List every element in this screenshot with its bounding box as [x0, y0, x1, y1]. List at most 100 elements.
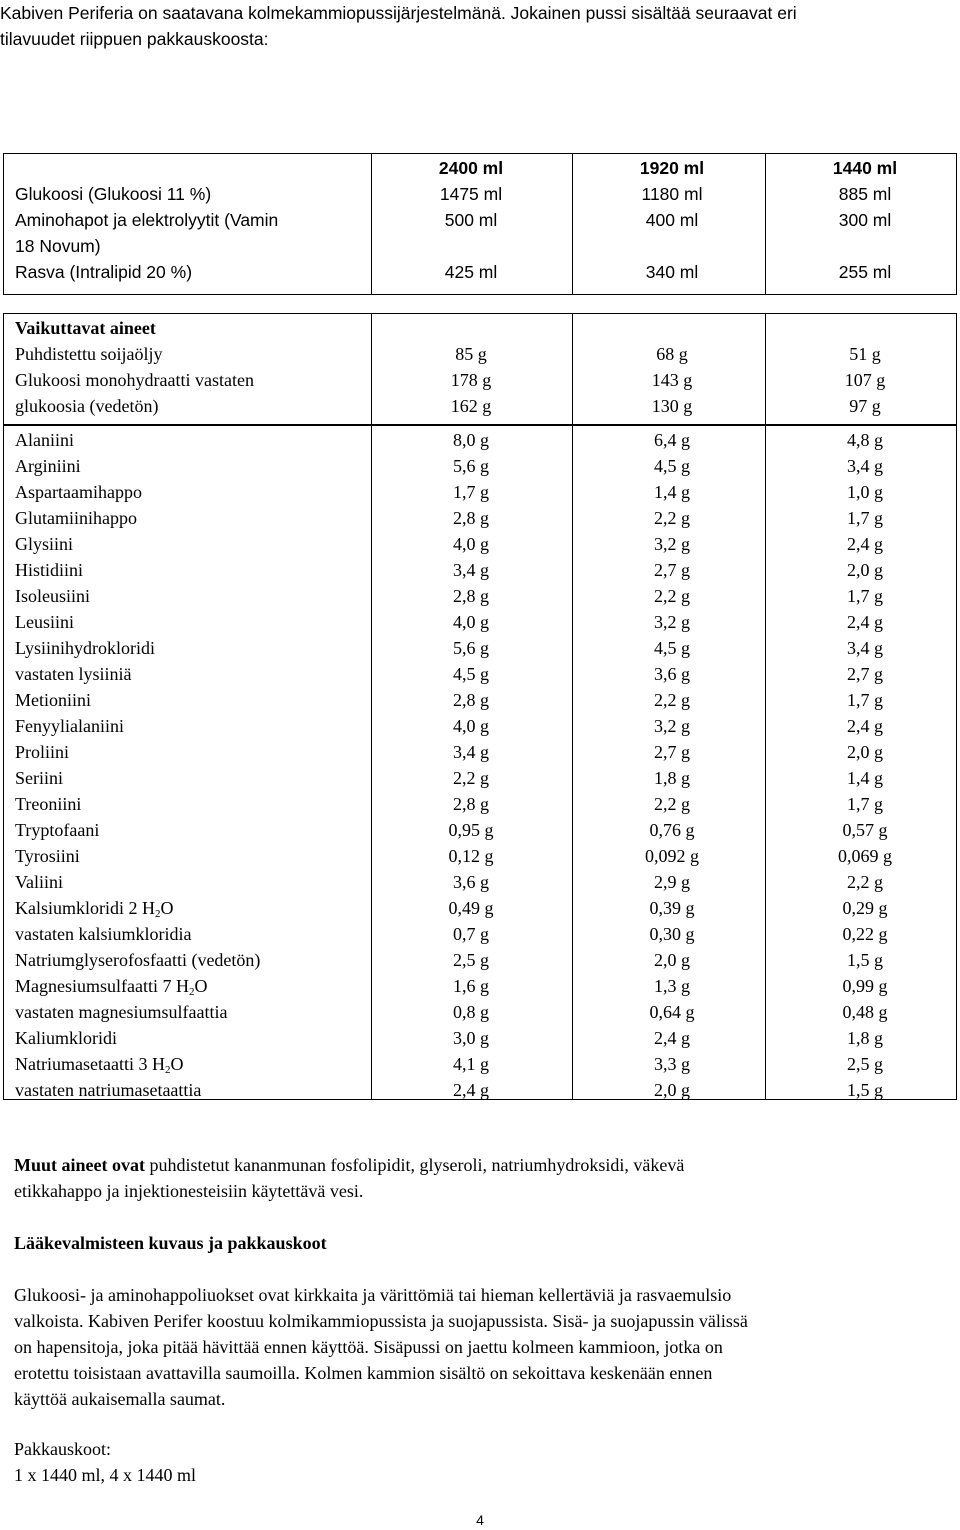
cell-value: 4,0 g	[453, 612, 489, 632]
cell-value: 0,39 g	[649, 898, 695, 918]
cell-value: 4,1 g	[453, 1054, 489, 1074]
cell-value: 2,7 g	[654, 560, 690, 580]
cell-value: 300 ml	[838, 210, 892, 230]
cell-value: 68 g	[656, 344, 688, 364]
cell-value: 3,4 g	[847, 456, 883, 476]
row-label: Treoniini	[15, 794, 82, 814]
cell-value: 4,5 g	[654, 638, 690, 658]
row-label: Glutamiinihappo	[15, 508, 137, 528]
table-row: Valiini 3,6 g 2,9 g 2,2 g	[4, 869, 956, 895]
table-row: Fenyylialaniini 4,0 g 3,2 g 2,4 g	[4, 713, 956, 739]
cell-value: 1475 ml	[439, 184, 503, 204]
cell-value: 97 g	[849, 396, 881, 416]
cell-value: 885 ml	[838, 184, 892, 204]
row-label: Natriumasetaatti 3 H2O	[15, 1054, 184, 1076]
table-row: Natriumasetaatti 3 H2O 4,1 g 3,3 g 2,5 g	[4, 1051, 956, 1077]
column-header-1920: 1920 ml	[639, 158, 705, 178]
cell-value: 425 ml	[444, 262, 498, 282]
cell-value: 0,092 g	[645, 846, 699, 866]
amino-acids-table: Alaniini 8,0 g 6,4 g 4,8 g Arginiini 5,6 g 4,5…	[3, 425, 957, 1100]
cell-value: 51 g	[849, 344, 881, 364]
cell-value: 4,5 g	[654, 456, 690, 476]
row-label: Isoleusiini	[15, 586, 90, 606]
description-paragraph: Glukoosi- ja aminohappoliuokset ovat kir…	[14, 1282, 949, 1412]
row-label: Tyrosiini	[15, 846, 80, 866]
cell-value: 0,29 g	[842, 898, 888, 918]
table-row: Treoniini 2,8 g 2,2 g 1,7 g	[4, 791, 956, 817]
row-label: Rasva (Intralipid 20 %)	[15, 262, 193, 282]
table-row: Leusiini 4,0 g 3,2 g 2,4 g	[4, 609, 956, 635]
cell-value: 2,0 g	[847, 742, 883, 762]
row-label: Histidiini	[15, 560, 84, 580]
description-line: Glukoosi- ja aminohappoliuokset ovat kir…	[14, 1285, 732, 1305]
cell-value: 107 g	[844, 370, 886, 390]
cell-value: 8,0 g	[453, 430, 489, 450]
active-heading-row: Vaikuttavat aineet	[4, 315, 956, 341]
cell-value: 2,7 g	[847, 664, 883, 684]
row-label: Lysiinihydrokloridi	[15, 638, 156, 658]
cell-value: 3,0 g	[453, 1028, 489, 1048]
row-label: Natriumglyserofosfaatti (vedetön)	[15, 950, 261, 970]
cell-value: 85 g	[455, 344, 487, 364]
intro-line-1: Kabiven Periferia on saatavana kolmekamm…	[0, 3, 797, 23]
column-header-2400: 2400 ml	[438, 158, 504, 178]
cell-value: 5,6 g	[453, 638, 489, 658]
cell-value: 1,7 g	[453, 482, 489, 502]
cell-value: 1,8 g	[654, 768, 690, 788]
table-row: glukoosia (vedetön) 162 g 130 g 97 g	[4, 393, 956, 419]
row-label: Aspartaamihappo	[15, 482, 142, 502]
cell-value: 3,6 g	[453, 872, 489, 892]
cell-value: 3,2 g	[654, 534, 690, 554]
cell-value: 2,7 g	[654, 742, 690, 762]
package-sizes-value: 1 x 1440 ml, 4 x 1440 ml	[14, 1465, 197, 1485]
row-label: Fenyylialaniini	[15, 716, 124, 736]
other-ingredients-lead: Muut aineet ovat	[14, 1155, 145, 1175]
row-label: Glukoosi (Glukoosi 11 %)	[15, 184, 212, 204]
row-label: glukoosia (vedetön)	[15, 396, 159, 416]
row-label: vastaten natriumasetaattia	[15, 1080, 202, 1100]
table-row: vastaten magnesiumsulfaattia 0,8 g 0,64 g 0…	[4, 999, 956, 1025]
cell-value: 2,8 g	[453, 586, 489, 606]
table-row: vastaten natriumasetaattia 2,4 g 2,0 g 1,5 …	[4, 1077, 956, 1103]
row-label: Seriini	[15, 768, 63, 788]
cell-value: 2,0 g	[654, 950, 690, 970]
row-label: Magnesiumsulfaatti 7 H2O	[15, 976, 208, 998]
table-row: Rasva (Intralipid 20 %) 425 ml 340 ml 25…	[4, 259, 956, 285]
table-row: Arginiini 5,6 g 4,5 g 3,4 g	[4, 453, 956, 479]
table-row: vastaten kalsiumkloridia 0,7 g 0,30 g 0,22 …	[4, 921, 956, 947]
description-line: on hapensitoja, joka pitää hävittää enne…	[14, 1337, 723, 1357]
cell-value: 2,2 g	[654, 508, 690, 528]
cell-value: 3,2 g	[654, 716, 690, 736]
table-row: Seriini 2,2 g 1,8 g 1,4 g	[4, 765, 956, 791]
row-label: Aminohapot ja elektrolyytit (Vamin	[15, 210, 279, 230]
cell-value: 0,8 g	[453, 1002, 489, 1022]
cell-value: 3,3 g	[654, 1054, 690, 1074]
cell-value: 3,4 g	[847, 638, 883, 658]
cell-value: 1,6 g	[453, 976, 489, 996]
table-row: vastaten lysiiniä 4,5 g 3,6 g 2,7 g	[4, 661, 956, 687]
cell-value: 1,8 g	[847, 1028, 883, 1048]
page-number: 4	[476, 1512, 484, 1528]
cell-value: 2,2 g	[847, 872, 883, 892]
cell-value: 255 ml	[838, 262, 892, 282]
cell-value: 1,0 g	[847, 482, 883, 502]
cell-value: 500 ml	[444, 210, 498, 230]
table-row: Kalsiumkloridi 2 H2O 0,49 g 0,39 g 0,29 g	[4, 895, 956, 921]
cell-value: 1,7 g	[847, 508, 883, 528]
cell-value: 3,2 g	[654, 612, 690, 632]
table-row: Magnesiumsulfaatti 7 H2O 1,6 g 1,3 g 0,99 g	[4, 973, 956, 999]
section-heading: Lääkevalmisteen kuvaus ja pakkauskoot	[14, 1233, 327, 1253]
cell-value: 3,4 g	[453, 560, 489, 580]
cell-value: 2,2 g	[654, 794, 690, 814]
cell-value: 4,0 g	[453, 716, 489, 736]
row-label: vastaten magnesiumsulfaattia	[15, 1002, 228, 1022]
cell-value: 1180 ml	[641, 184, 703, 204]
row-label: Tryptofaani	[15, 820, 100, 840]
cell-value: 2,5 g	[847, 1054, 883, 1074]
cell-value: 0,49 g	[448, 898, 494, 918]
table-row: Histidiini 3,4 g 2,7 g 2,0 g	[4, 557, 956, 583]
row-label: Puhdistettu soijaöljy	[15, 344, 163, 364]
cell-value: 0,7 g	[453, 924, 489, 944]
cell-value: 2,4 g	[654, 1028, 690, 1048]
description-line: erotettu toisistaan avattavilla saumoill…	[14, 1363, 713, 1383]
